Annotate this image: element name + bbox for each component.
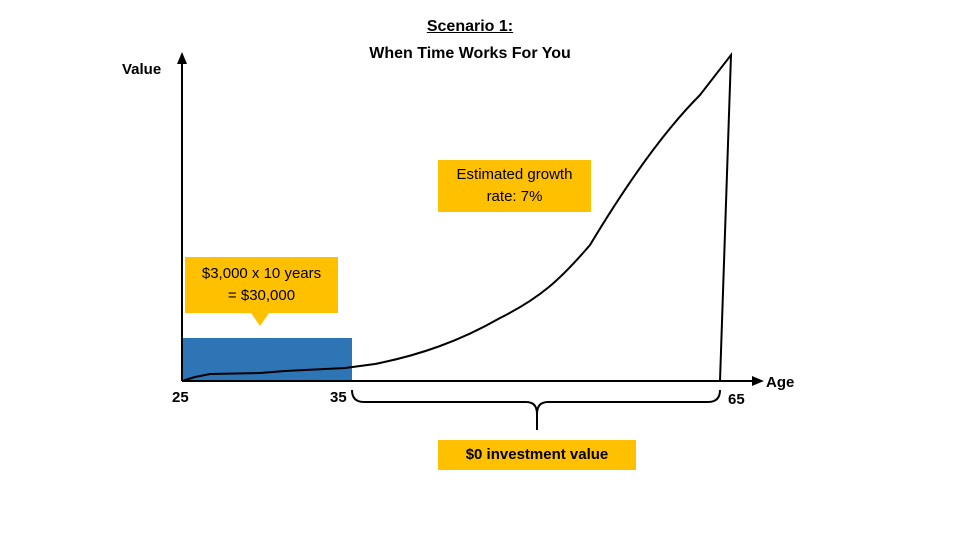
x-axis-label: Age [766, 374, 795, 391]
contribution-callout-line1: $3,000 x 10 years [201, 265, 322, 282]
contribution-callout: $3,000 x 10 years = $30,000 [185, 257, 338, 313]
x-tick-label: 25 [172, 389, 189, 406]
x-tick-label: 35 [330, 389, 347, 406]
contribution-callout-line2: = $30,000 [227, 287, 296, 304]
growth-rate-callout: Estimated growth rate: 7% [438, 160, 591, 212]
contribution-callout-pointer [251, 313, 269, 326]
zero-value-brace [351, 389, 721, 430]
y-axis-label: Value [122, 61, 162, 78]
x-tick-label: 65 [728, 391, 745, 408]
growth-rate-callout-line2: rate: 7% [486, 188, 543, 205]
growth-curve [181, 51, 733, 382]
growth-rate-callout-line1: Estimated growth [456, 166, 573, 183]
x-axis-arrow [752, 376, 764, 386]
zero-value-callout: $0 investment value [438, 440, 636, 470]
slide-title: Scenario 1: [426, 18, 514, 35]
slide-subtitle: When Time Works For You [369, 45, 571, 62]
y-axis-arrow [177, 52, 187, 64]
